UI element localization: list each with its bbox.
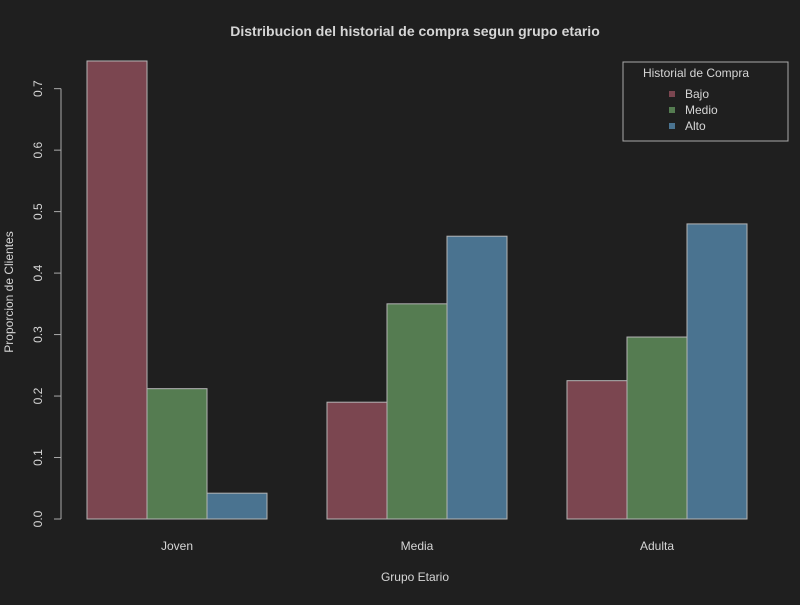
y-axis-label: Proporcion de Clientes	[2, 231, 16, 352]
y-tick-label: 0.4	[31, 264, 45, 281]
y-tick-label: 0.1	[31, 449, 45, 466]
y-tick-label: 0.3	[31, 326, 45, 343]
legend-swatch-medio	[669, 107, 675, 113]
legend-items: Bajo Medio Alto	[669, 87, 718, 133]
x-tick-labels: Joven Media Adulta	[161, 539, 674, 553]
y-tick-label: 0.2	[31, 387, 45, 404]
x-tick-label: Joven	[161, 539, 193, 553]
y-tick-label: 0.6	[31, 141, 45, 158]
bar-joven-bajo	[86, 60, 148, 520]
bar-joven-medio	[146, 388, 208, 520]
y-axis: 0.0 0.1 0.2 0.3 0.4 0.5 0.6 0.7	[31, 80, 62, 527]
x-axis-label: Grupo Etario	[381, 570, 449, 584]
x-tick-label: Adulta	[640, 539, 674, 553]
legend-swatch-alto	[669, 123, 675, 129]
y-tick-label: 0.0	[31, 510, 45, 527]
legend-label-bajo: Bajo	[685, 87, 709, 101]
legend-swatch-bajo	[669, 91, 675, 97]
legend-label-alto: Alto	[685, 119, 706, 133]
bars-group	[86, 60, 748, 520]
bar-joven-alto	[206, 492, 268, 520]
bar-media-alto	[446, 235, 508, 520]
bar-adulta-bajo	[566, 380, 628, 520]
legend-title: Historial de Compra	[643, 66, 749, 80]
y-tick-label: 0.5	[31, 203, 45, 220]
chart-title: Distribucion del historial de compra seg…	[230, 23, 600, 39]
x-tick-label: Media	[401, 539, 434, 553]
bar-adulta-alto	[686, 223, 748, 520]
bar-media-bajo	[326, 401, 388, 520]
legend: Historial de Compra Bajo Medio Alto	[622, 61, 789, 142]
bar-media-medio	[386, 303, 448, 520]
legend-box	[622, 61, 789, 142]
bar-adulta-medio	[626, 336, 688, 520]
y-tick-label: 0.7	[31, 80, 45, 97]
legend-label-medio: Medio	[685, 103, 718, 117]
